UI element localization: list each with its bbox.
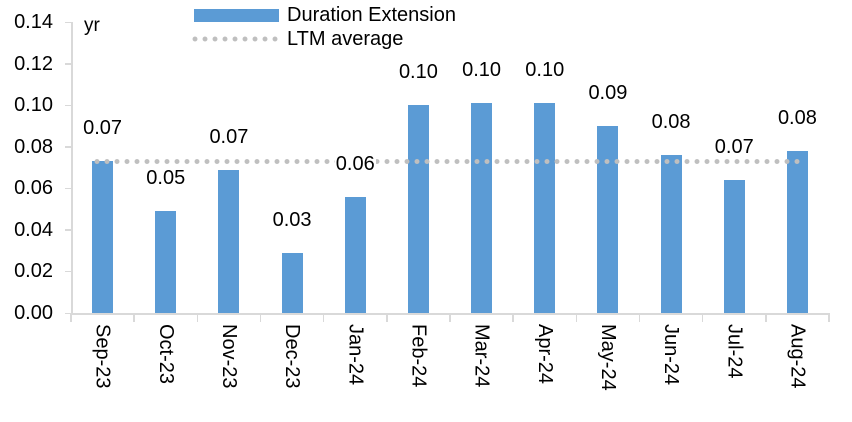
y-axis-tick-label: 0.14 (14, 11, 53, 33)
legend-dotted-line-swatch-icon (190, 36, 278, 42)
x-axis-label-jul-24: Jul-24 (723, 324, 746, 379)
y-axis-tick (65, 229, 72, 231)
duration-extension-bar-mar-24 (471, 103, 493, 313)
y-axis-tick-label: 0.04 (14, 218, 53, 241)
x-axis-tick (638, 313, 641, 322)
duration-extension-bar-sep-23 (92, 161, 114, 313)
legend: Duration Extension LTM average (0, 0, 852, 56)
y-axis-tick-label: 0.08 (14, 135, 53, 158)
x-axis-tick (133, 313, 135, 322)
ltm-average-line (92, 158, 800, 164)
bar-value-label: 0.08 (776, 106, 818, 129)
x-axis-tick (259, 313, 262, 322)
x-axis-label-may-24: May-24 (596, 324, 619, 391)
x-axis-label-nov-23: Nov-23 (217, 324, 240, 389)
bar-value-label: 0.07 (208, 125, 250, 148)
bar-value-label: 0.05 (145, 167, 187, 190)
duration-extension-bar-jun-24 (660, 155, 682, 313)
x-axis-label-feb-24: Feb-24 (407, 324, 430, 388)
x-axis-tick (322, 313, 325, 322)
x-axis-label-oct-23: Oct-23 (154, 324, 177, 385)
duration-extension-bar-jul-24 (723, 179, 745, 313)
bar-value-label: 0.10 (397, 61, 439, 84)
x-axis-tick (386, 313, 388, 322)
y-axis-tick-label: 0.00 (14, 302, 53, 324)
x-axis-label-mar-24: Mar-24 (470, 324, 493, 388)
bar-value-label: 0.06 (334, 152, 376, 175)
x-axis-tick (70, 313, 72, 322)
y-axis-line (71, 22, 73, 314)
x-axis-tick (701, 313, 704, 322)
x-axis-tick (449, 313, 451, 322)
bar-value-label: 0.03 (271, 208, 313, 231)
legend-bar-swatch-icon (194, 9, 279, 22)
duration-extension-bar-apr-24 (534, 103, 556, 313)
duration-extension-bar-aug-24 (786, 150, 808, 313)
bar-value-label: 0.08 (650, 111, 692, 134)
x-axis-label-jan-24: Jan-24 (344, 324, 367, 386)
bar-value-label: 0.09 (587, 81, 629, 104)
legend-item-ltm-average: LTM average (287, 28, 404, 50)
x-axis-label-aug-24: Aug-24 (786, 324, 809, 389)
y-axis-unit-label: yr (84, 15, 100, 36)
legend-item-duration-extension: Duration Extension (287, 4, 456, 26)
y-axis-tick-label: 0.10 (14, 94, 53, 117)
x-axis-label-dec-23: Dec-23 (281, 324, 304, 389)
y-axis-tick (65, 187, 72, 190)
x-axis-tick (575, 313, 578, 322)
x-axis-tick (196, 313, 199, 322)
y-axis-tick (65, 63, 72, 65)
y-axis-tick-label: 0.02 (14, 260, 53, 283)
duration-extension-bar-oct-23 (155, 211, 177, 313)
duration-extension-bar-dec-23 (281, 252, 303, 313)
y-axis-tick (65, 21, 72, 23)
bar-value-label: 0.07 (713, 135, 755, 158)
y-axis-tick (65, 270, 72, 273)
duration-extension-bar-feb-24 (407, 105, 429, 313)
y-axis-tick (65, 146, 72, 148)
y-axis-tick-label: 0.12 (14, 52, 53, 75)
bar-value-label: 0.10 (461, 59, 503, 82)
y-axis-tick (65, 312, 72, 314)
bar-value-label: 0.07 (82, 117, 124, 140)
x-axis-tick (828, 313, 830, 322)
duration-extension-bar-nov-23 (218, 169, 240, 313)
x-axis-label-apr-24: Apr-24 (533, 324, 556, 385)
x-axis-label-sep-23: Sep-23 (91, 324, 114, 389)
x-axis-tick (765, 313, 767, 322)
x-axis-label-jun-24: Jun-24 (660, 324, 683, 386)
duration-extension-bar-may-24 (597, 125, 619, 313)
x-axis-tick (512, 313, 514, 322)
y-axis-tick (65, 104, 72, 107)
y-axis-tick-label: 0.06 (14, 177, 53, 200)
bar-value-label: 0.10 (524, 59, 566, 82)
duration-extension-bar-jan-24 (344, 196, 366, 313)
